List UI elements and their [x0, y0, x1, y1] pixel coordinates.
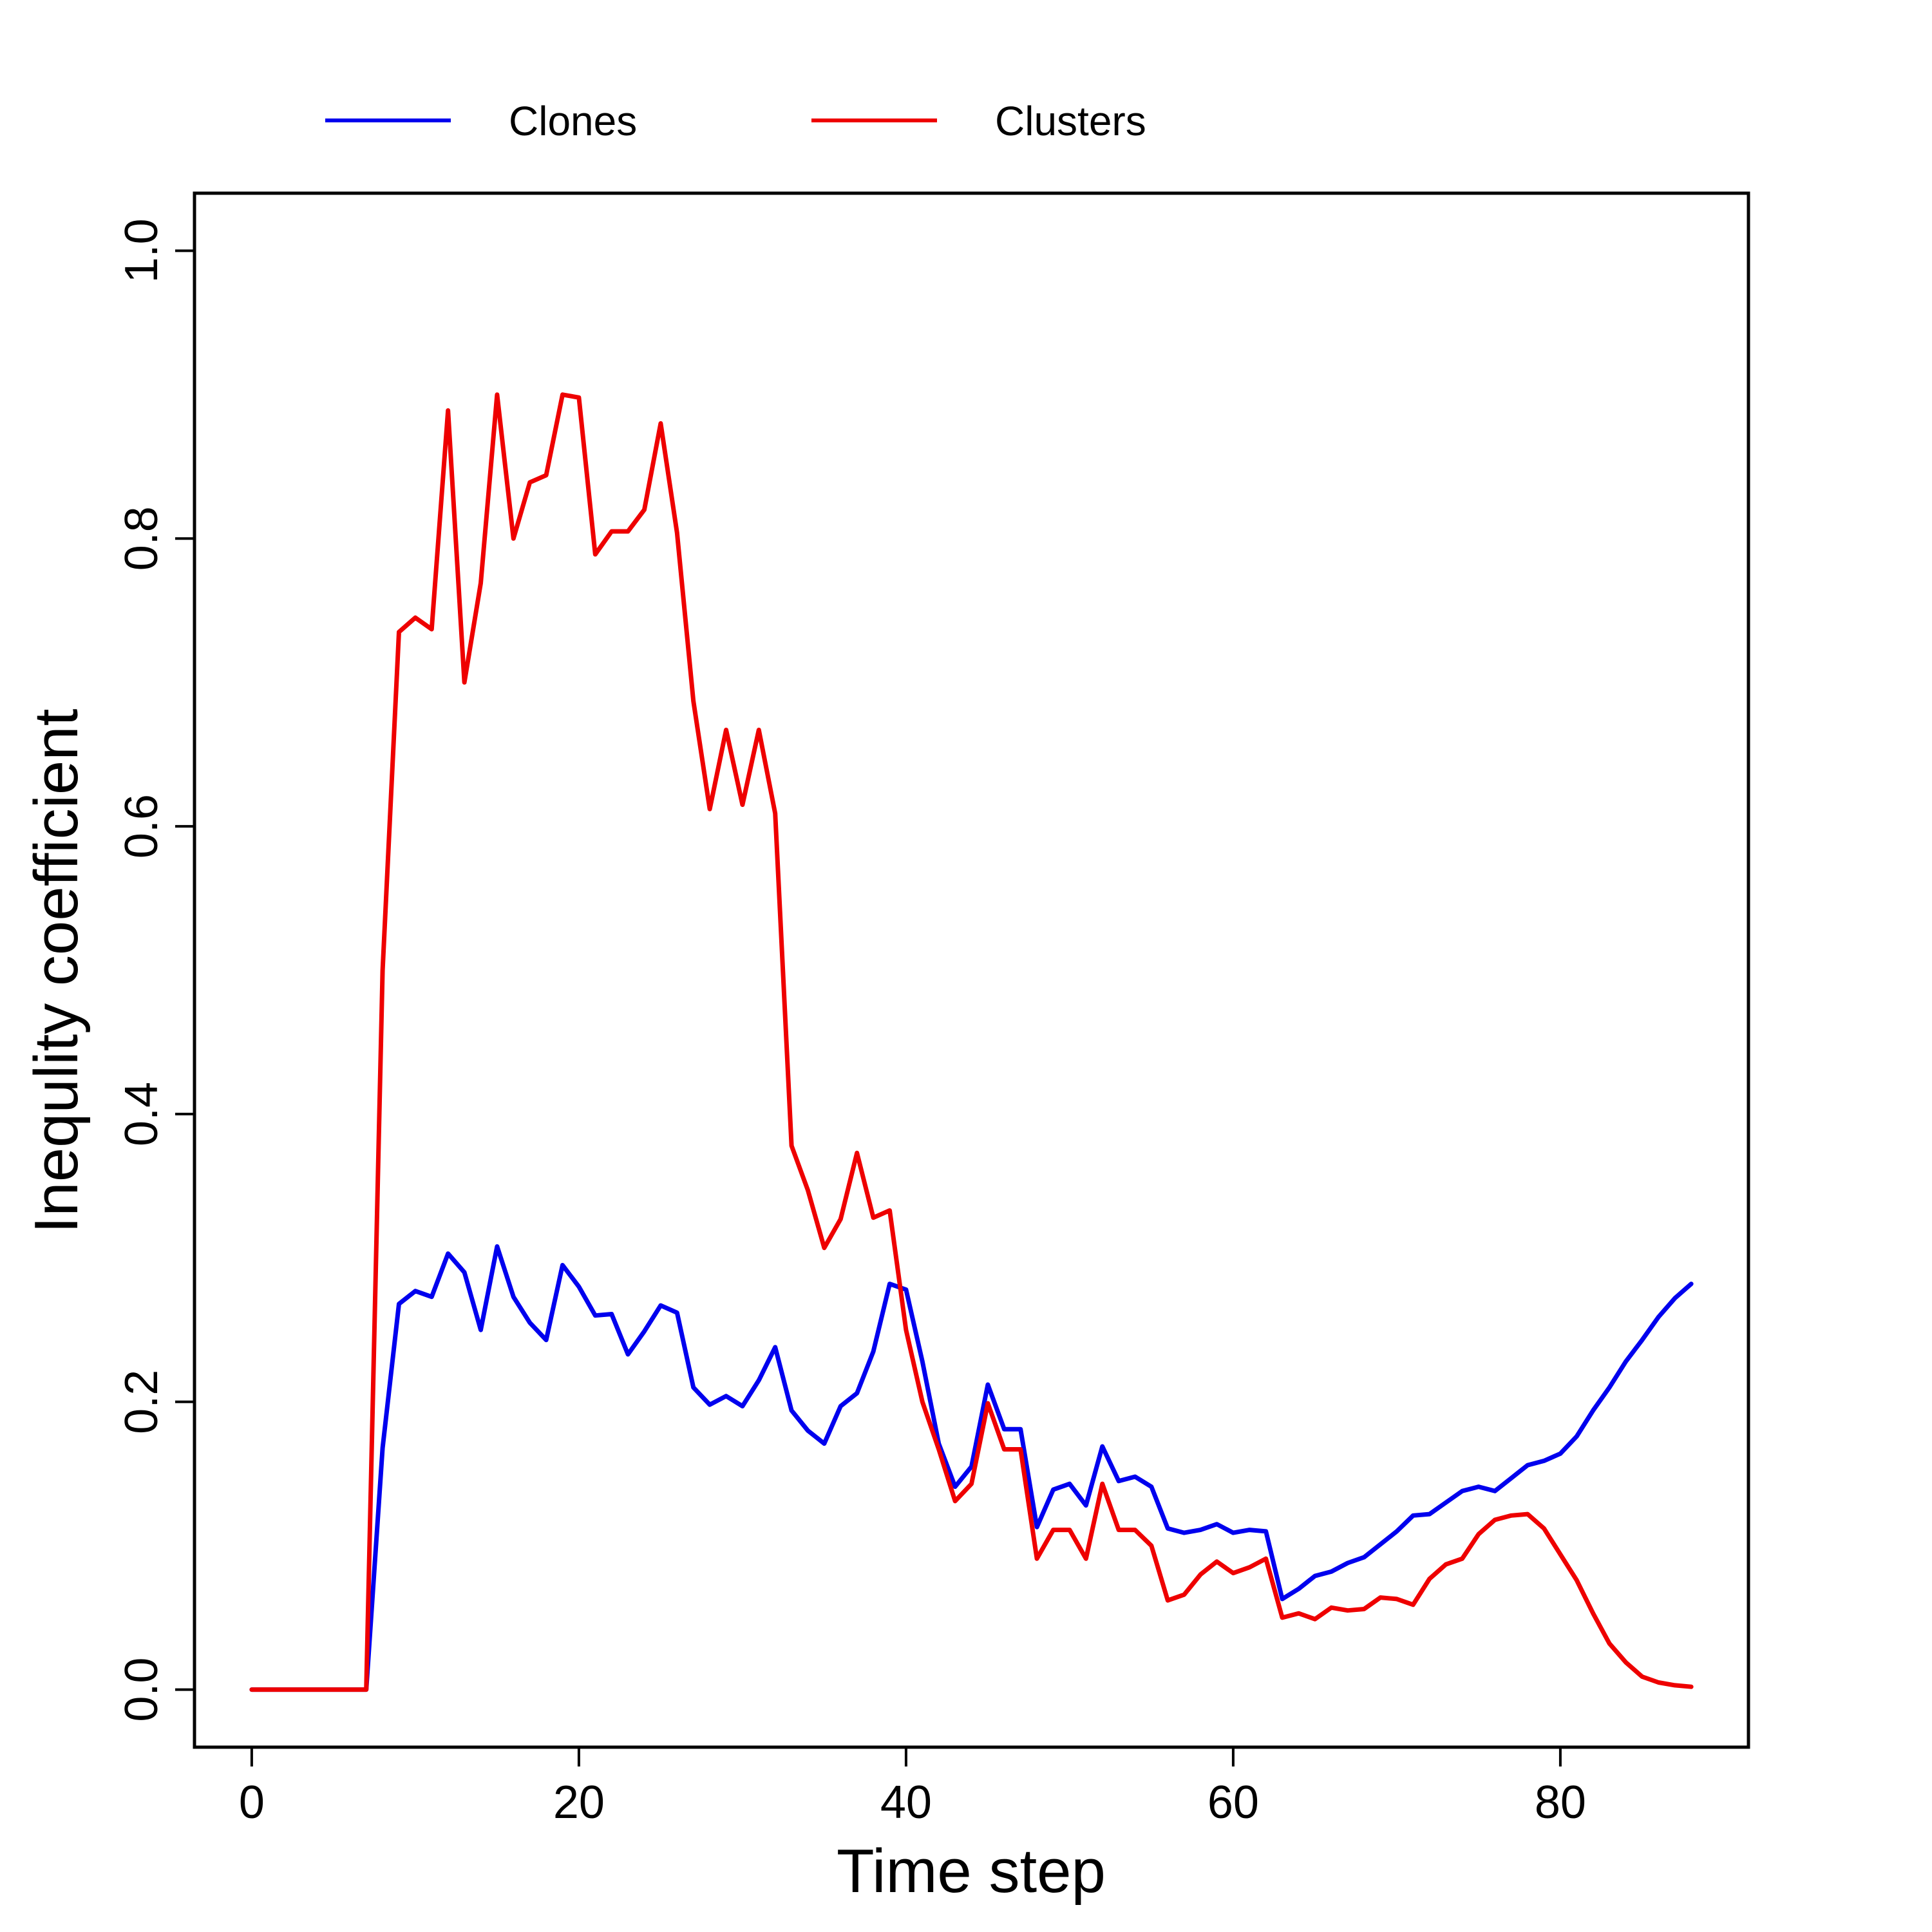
x-tick-label: 40 — [880, 1777, 932, 1828]
legend-label-clusters: Clusters — [995, 98, 1146, 144]
y-tick-label: 0.2 — [116, 1370, 167, 1434]
y-tick-label: 0.4 — [116, 1082, 167, 1146]
y-axis-label: Inequlity coefficient — [22, 709, 91, 1234]
legend-label-clones: Clones — [509, 98, 637, 144]
x-axis-label: Time step — [837, 1837, 1106, 1906]
x-tick-label: 60 — [1208, 1777, 1259, 1828]
y-axis: 0.0 0.2 0.4 0.6 0.8 1.0 — [116, 218, 196, 1722]
x-axis: 0 20 40 60 80 — [239, 1746, 1586, 1828]
x-tick-label: 0 — [239, 1777, 265, 1828]
y-tick-label: 0.6 — [116, 794, 167, 858]
y-tick-label: 0.0 — [116, 1658, 167, 1722]
legend: Clones Clusters — [325, 98, 1146, 144]
y-tick-label: 1.0 — [116, 218, 167, 283]
x-tick-label: 20 — [553, 1777, 605, 1828]
x-tick-label: 80 — [1535, 1777, 1586, 1828]
series-line-clones — [249, 1244, 1694, 1692]
series-group — [249, 392, 1694, 1692]
y-tick-label: 0.8 — [116, 506, 167, 571]
series-line-clusters — [249, 392, 1694, 1692]
